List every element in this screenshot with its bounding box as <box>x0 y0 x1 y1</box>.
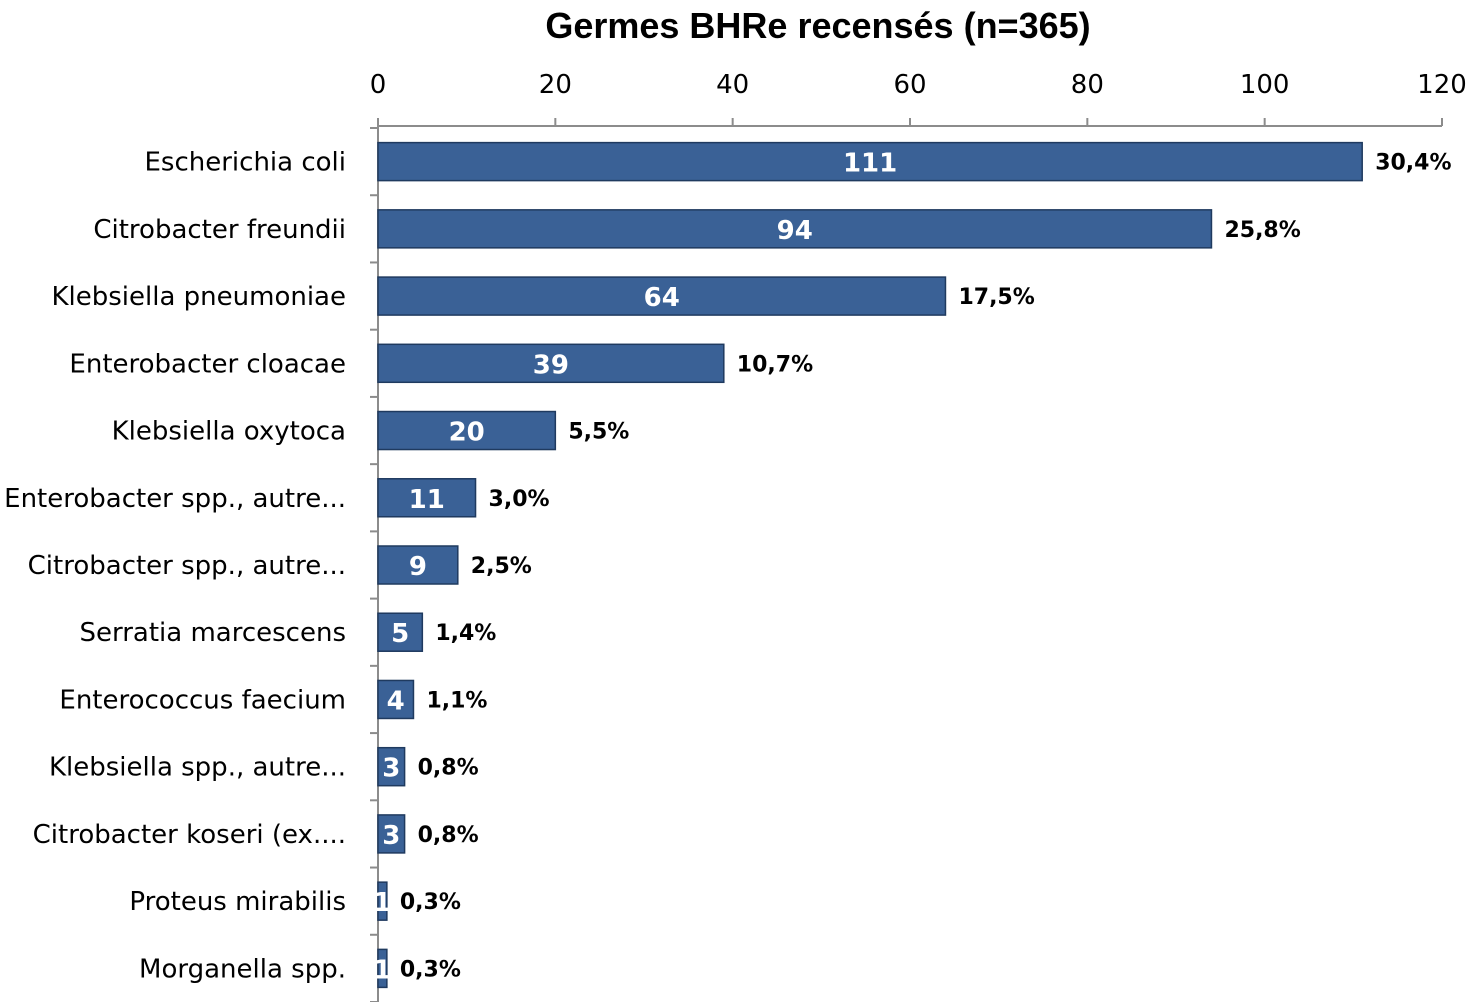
chart-title: Germes BHRe recensés (n=365) <box>545 5 1090 46</box>
bar <box>377 276 947 316</box>
category-label: Serratia marcescens <box>80 618 347 648</box>
bar-value-label: 9 <box>409 552 427 582</box>
bar-value-label: 111 <box>843 149 897 179</box>
bar-percent-label: 5,5% <box>568 420 629 445</box>
axis-group: 0 20 40 60 80 100 120 <box>370 70 1467 1002</box>
bar-percent-label: 0,3% <box>400 890 461 915</box>
category-label: Klebsiella oxytoca <box>112 417 346 447</box>
bar-value-label: 94 <box>777 216 813 246</box>
x-tick-label: 100 <box>1240 70 1290 100</box>
bar-percent-label: 0,3% <box>400 957 461 982</box>
category-label: Morganella spp. <box>139 954 346 984</box>
bar-percent-label: 3,0% <box>489 487 550 512</box>
bar-percent-label: 25,8% <box>1224 218 1300 243</box>
bar-value-label: 39 <box>533 350 569 380</box>
bar-value-label: 11 <box>409 485 445 515</box>
bar-value-label: 64 <box>644 283 680 313</box>
bar-value-label: 3 <box>382 821 400 851</box>
bar <box>377 612 424 652</box>
bar-percent-label: 1,4% <box>435 621 496 646</box>
bar-value-label: 4 <box>387 686 405 716</box>
category-label: Citrobacter koseri (ex.... <box>33 820 346 850</box>
category-label: Enterobacter spp., autre... <box>4 484 346 514</box>
bar-percent-label: 10,7% <box>737 352 813 377</box>
bars-group: Escherichia coli 111 30,4%Citrobacter freu… <box>4 141 1452 989</box>
category-label: Citrobacter spp., autre... <box>28 551 346 581</box>
bar-percent-label: 0,8% <box>418 756 479 781</box>
bar-value-label: 5 <box>391 619 409 649</box>
bar-percent-label: 17,5% <box>958 285 1034 310</box>
bar <box>377 948 388 989</box>
x-tick-label: 20 <box>539 70 572 100</box>
bar <box>377 881 388 921</box>
x-tick-label: 120 <box>1417 70 1467 100</box>
bar-percent-label: 30,4% <box>1375 151 1451 176</box>
bar <box>377 478 477 518</box>
bar <box>377 746 406 787</box>
category-label: Klebsiella pneumoniae <box>51 282 346 312</box>
bar <box>377 814 406 854</box>
category-label: Citrobacter freundii <box>93 215 346 245</box>
bar-value-label: 1 <box>373 955 391 985</box>
category-label: Klebsiella spp., autre... <box>49 753 346 783</box>
category-label: Escherichia coli <box>145 148 347 178</box>
bar <box>377 209 1213 249</box>
category-label: Enterobacter cloacae <box>69 349 346 379</box>
category-label: Enterococcus faecium <box>59 685 346 715</box>
bar-percent-label: 1,1% <box>426 688 487 713</box>
x-tick-label: 80 <box>1071 70 1104 100</box>
bar-value-label: 3 <box>382 754 400 784</box>
bar-value-label: 1 <box>373 888 391 918</box>
bar-percent-label: 2,5% <box>471 554 532 579</box>
bar-value-label: 20 <box>449 418 485 448</box>
x-tick-label: 60 <box>893 70 926 100</box>
x-tick-label: 0 <box>370 70 387 100</box>
bar <box>377 141 1363 182</box>
x-tick-label: 40 <box>716 70 749 100</box>
bar <box>377 343 725 384</box>
category-label: Proteus mirabilis <box>129 887 346 917</box>
bar <box>377 545 459 585</box>
bar-percent-label: 0,8% <box>418 823 479 848</box>
bar <box>377 679 415 720</box>
bar <box>377 410 557 451</box>
